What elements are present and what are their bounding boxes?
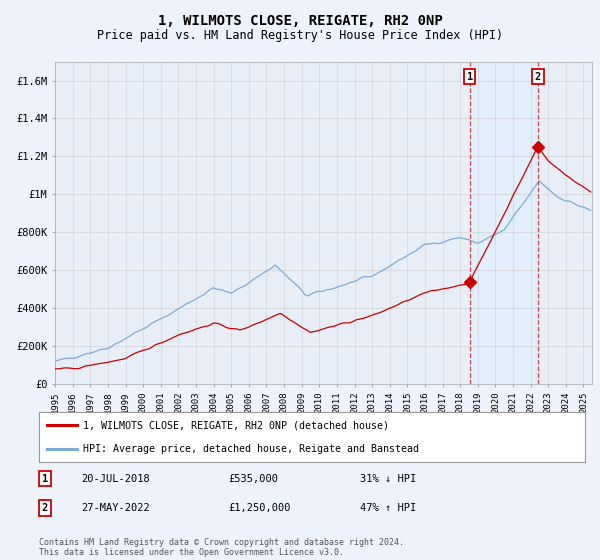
Text: 2: 2 (535, 72, 541, 82)
Text: HPI: Average price, detached house, Reigate and Banstead: HPI: Average price, detached house, Reig… (83, 445, 419, 454)
Text: 1, WILMOTS CLOSE, REIGATE, RH2 0NP: 1, WILMOTS CLOSE, REIGATE, RH2 0NP (158, 14, 442, 28)
Text: 27-MAY-2022: 27-MAY-2022 (81, 503, 150, 513)
Text: 47% ↑ HPI: 47% ↑ HPI (360, 503, 416, 513)
Text: £535,000: £535,000 (228, 474, 278, 484)
Text: Price paid vs. HM Land Registry's House Price Index (HPI): Price paid vs. HM Land Registry's House … (97, 29, 503, 42)
Text: 1: 1 (42, 474, 48, 484)
Bar (470, 62, 538, 384)
Text: 1: 1 (467, 72, 473, 82)
Text: £1,250,000: £1,250,000 (228, 503, 290, 513)
Text: 31% ↓ HPI: 31% ↓ HPI (360, 474, 416, 484)
Text: 20-JUL-2018: 20-JUL-2018 (81, 474, 150, 484)
Text: Contains HM Land Registry data © Crown copyright and database right 2024.
This d: Contains HM Land Registry data © Crown c… (39, 538, 404, 557)
Text: 1, WILMOTS CLOSE, REIGATE, RH2 0NP (detached house): 1, WILMOTS CLOSE, REIGATE, RH2 0NP (deta… (83, 420, 389, 430)
Text: 2: 2 (42, 503, 48, 513)
